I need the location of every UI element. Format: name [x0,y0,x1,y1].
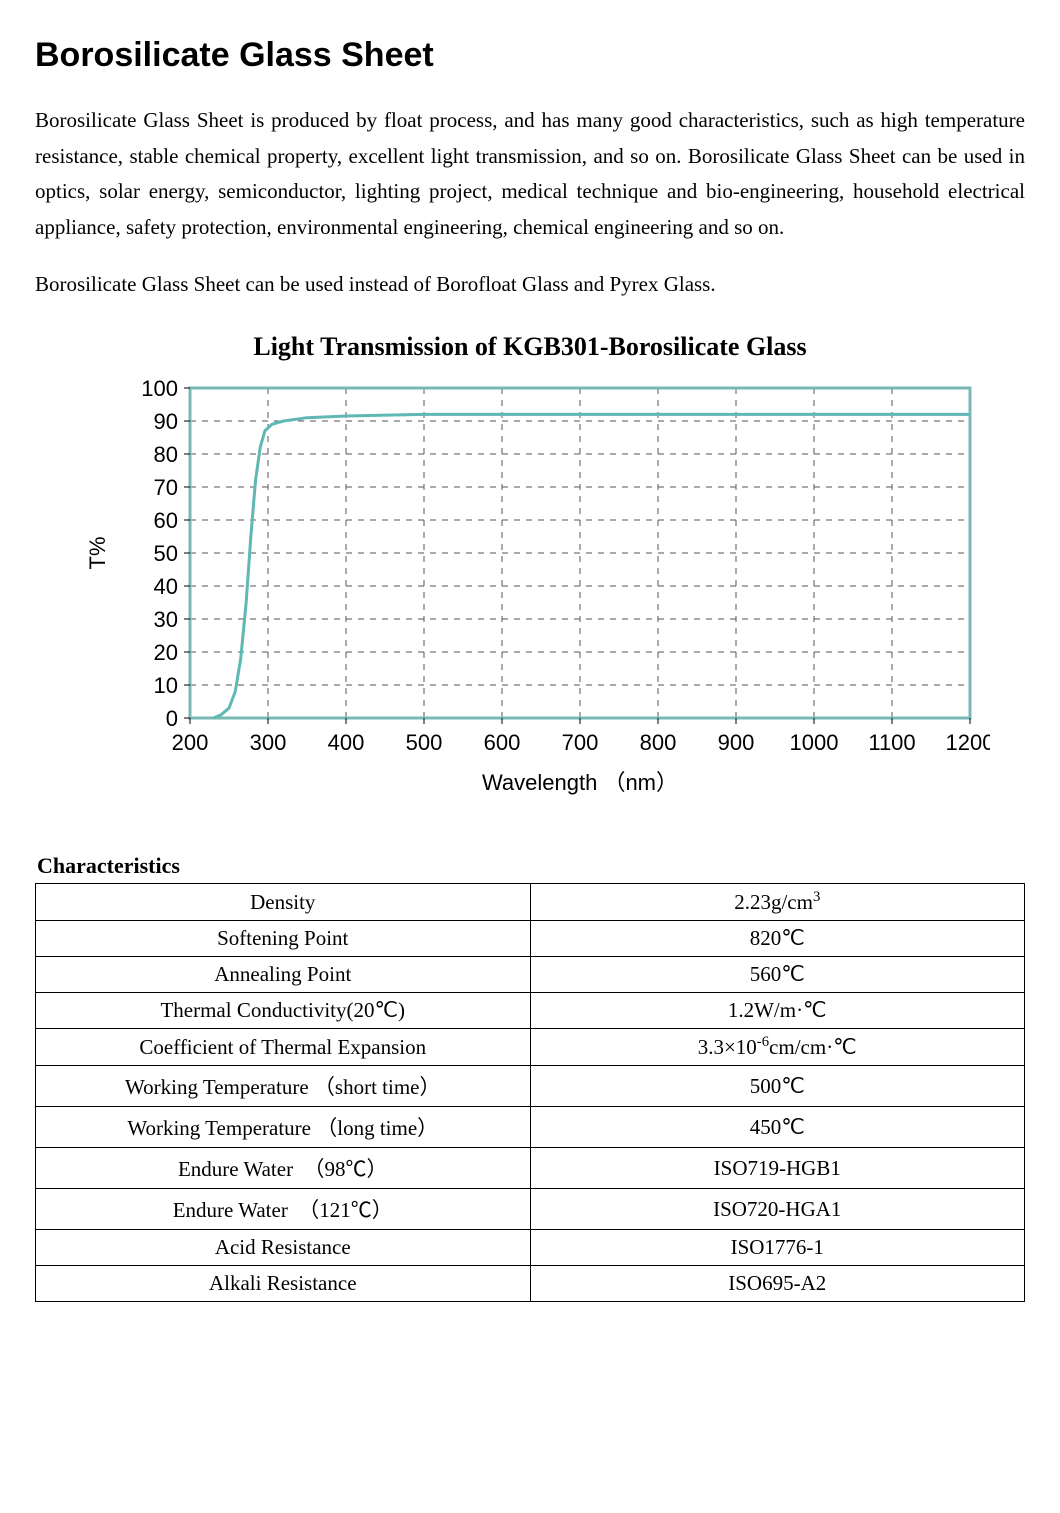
characteristics-table: Density2.23g/cm3Softening Point820℃Annea… [35,883,1025,1302]
intro-paragraph-1: Borosilicate Glass Sheet is produced by … [35,103,1025,246]
table-row: Annealing Point560℃ [36,957,1025,993]
table-row: Softening Point820℃ [36,921,1025,957]
svg-text:300: 300 [250,730,287,755]
char-label: Coefficient of Thermal Expansion [36,1029,531,1066]
svg-text:T%: T% [85,537,110,570]
char-value: 450℃ [530,1107,1025,1148]
svg-text:400: 400 [328,730,365,755]
char-value: 560℃ [530,957,1025,993]
table-row: Density2.23g/cm3 [36,884,1025,921]
char-label: Annealing Point [36,957,531,993]
char-value: ISO695-A2 [530,1266,1025,1302]
svg-text:40: 40 [154,574,178,599]
char-value: ISO1776-1 [530,1230,1025,1266]
char-label: Endure Water （121℃） [36,1189,531,1230]
chart-container: Light Transmission of KGB301-Borosilicat… [35,332,1025,813]
char-label: Thermal Conductivity(20℃) [36,993,531,1029]
char-value: 3.3×10-6cm/cm·℃ [530,1029,1025,1066]
characteristics-heading: Characteristics [37,853,1025,879]
char-label: Working Temperature （long time） [36,1107,531,1148]
char-value: 500℃ [530,1066,1025,1107]
svg-text:20: 20 [154,640,178,665]
svg-text:70: 70 [154,475,178,500]
svg-text:900: 900 [718,730,755,755]
svg-text:1100: 1100 [868,730,915,755]
char-label: Density [36,884,531,921]
table-row: Working Temperature （short time）500℃ [36,1066,1025,1107]
table-row: Endure Water （98℃）ISO719-HGB1 [36,1148,1025,1189]
svg-text:80: 80 [154,442,178,467]
svg-text:600: 600 [484,730,521,755]
svg-text:700: 700 [562,730,599,755]
svg-text:10: 10 [154,673,178,698]
char-value: 820℃ [530,921,1025,957]
table-row: Thermal Conductivity(20℃)1.2W/m·℃ [36,993,1025,1029]
svg-text:500: 500 [406,730,443,755]
svg-text:90: 90 [154,409,178,434]
table-row: Working Temperature （long time）450℃ [36,1107,1025,1148]
svg-text:100: 100 [141,376,178,401]
table-row: Alkali ResistanceISO695-A2 [36,1266,1025,1302]
svg-text:50: 50 [154,541,178,566]
transmission-chart: 0 10 20 30 40 50 60 70 80 90 100 200 300 400 500 600 700… [70,368,990,808]
svg-text:1000: 1000 [790,730,839,755]
char-label: Softening Point [36,921,531,957]
char-label: Acid Resistance [36,1230,531,1266]
svg-text:200: 200 [172,730,209,755]
char-value: ISO720-HGA1 [530,1189,1025,1230]
svg-text:30: 30 [154,607,178,632]
page-title: Borosilicate Glass Sheet [35,36,1025,75]
char-label: Alkali Resistance [36,1266,531,1302]
char-label: Working Temperature （short time） [36,1066,531,1107]
char-value: 2.23g/cm3 [530,884,1025,921]
table-row: Endure Water （121℃）ISO720-HGA1 [36,1189,1025,1230]
svg-text:1200: 1200 [946,730,990,755]
char-label: Endure Water （98℃） [36,1148,531,1189]
svg-text:Wavelength （nm）: Wavelength （nm） [482,770,678,795]
table-row: Coefficient of Thermal Expansion3.3×10-6… [36,1029,1025,1066]
intro-paragraph-2: Borosilicate Glass Sheet can be used ins… [35,267,1025,303]
svg-text:800: 800 [640,730,677,755]
svg-text:0: 0 [166,706,178,731]
svg-text:60: 60 [154,508,178,533]
table-row: Acid ResistanceISO1776-1 [36,1230,1025,1266]
char-value: 1.2W/m·℃ [530,993,1025,1029]
char-value: ISO719-HGB1 [530,1148,1025,1189]
chart-title: Light Transmission of KGB301-Borosilicat… [35,332,1025,362]
